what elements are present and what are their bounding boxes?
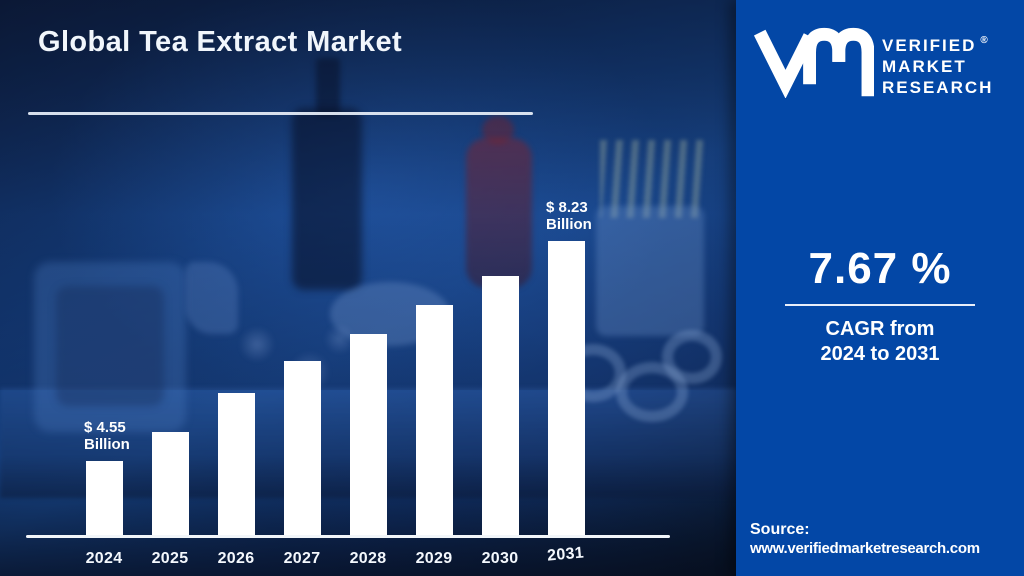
photo-bottle-neck [316,58,340,116]
registered-trademark-icon: ® [980,35,988,46]
bar-2026 [217,393,255,537]
vmr-monogram-icon [753,27,874,98]
bar-2024 [85,461,123,537]
page-title: Global Tea Extract Market [38,26,403,58]
brand-name-line: MARKET [882,57,967,76]
value-label-2031: $ 8.23 Billion [546,199,592,233]
bar-chart: $ 4.55 Billion 2024 2025 2026 2027 2028 2029 203… [71,199,599,567]
bar-column-2030: 2030 [467,227,533,567]
bar-column-2025: 2025 [137,227,203,567]
cagr-caption: CAGR from 2024 to 2031 [820,318,940,365]
title-divider [28,112,533,115]
source-block: Source: www.verifiedmarketresearch.com [750,520,980,558]
bar-column-2027: 2027 [269,227,335,567]
bar-column-2029: 2029 [401,227,467,567]
x-axis-line [26,535,670,538]
brand-name: VERIFIED ® MARKET RESEARCH [882,30,993,98]
x-tick-2030: 2030 [481,550,519,567]
x-tick-2027: 2027 [283,550,321,567]
photo-pepper-grinder-knob [482,116,514,144]
brand-name-line: RESEARCH [882,78,994,97]
cagr-stat: 7.67 % CAGR from 2024 to 2031 [736,244,1024,367]
bar-2030 [481,276,519,537]
cagr-value: 7.67 % [808,244,952,293]
chart-section: Global Tea Extract Market $ 4.55 Billion 2… [0,0,736,576]
x-tick-2031: 2031 [546,544,585,565]
bar-2025 [151,432,189,537]
bar-2027 [283,361,321,537]
vmr-logo: VERIFIED ® MARKET RESEARCH [752,24,993,98]
x-tick-2024: 2024 [85,550,123,567]
bar-column-2026: 2026 [203,227,269,567]
x-tick-2025: 2025 [151,550,189,567]
x-tick-2026: 2026 [217,550,255,567]
bar-column-2031: $ 8.23 Billion 2031 [533,199,599,565]
cagr-divider [785,304,975,306]
bar-2029 [415,305,453,537]
source-label: Source: [750,521,810,538]
bar-column-2028: 2028 [335,227,401,567]
brand-panel: VERIFIED ® MARKET RESEARCH 7.67 % CAGR fr… [736,0,1024,576]
bar-2028 [349,334,387,537]
value-label-2024: $ 4.55 Billion [84,419,130,453]
x-tick-2028: 2028 [349,550,387,567]
photo-onion-ring [616,362,688,422]
bar-2031 [547,241,585,537]
photo-onion-ring [662,330,722,384]
bar-column-2024: $ 4.55 Billion 2024 [71,227,137,567]
brand-name-line: VERIFIED ® [882,35,988,55]
x-tick-2029: 2029 [415,550,453,567]
source-url: www.verifiedmarketresearch.com [750,540,980,557]
